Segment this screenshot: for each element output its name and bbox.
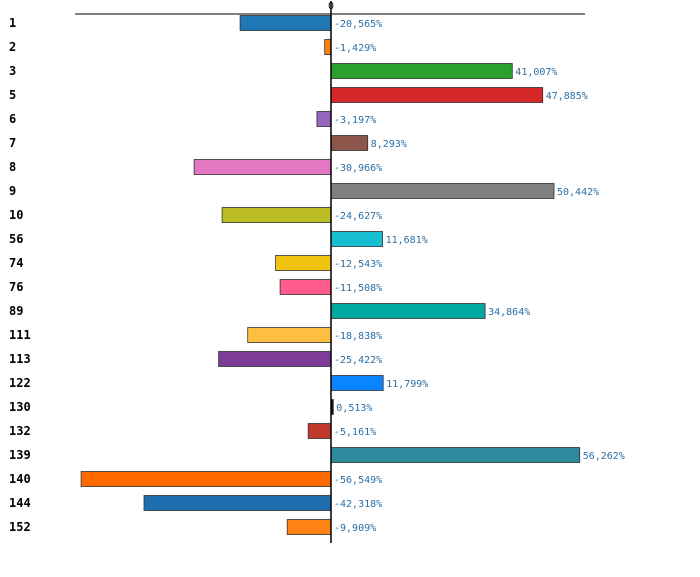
value-label-74: -12,543% <box>334 259 382 270</box>
category-label-74: 74 <box>9 256 23 270</box>
value-label-140: -56,549% <box>334 475 382 486</box>
value-labels: -20,565% -1,429% 41,007% 47,885% -3,197% 8,29… <box>334 19 625 534</box>
value-label-10: -24,627% <box>334 211 382 222</box>
bar-1 <box>239 15 332 31</box>
value-label-5: 47,885% <box>546 91 588 102</box>
category-label-2: 2 <box>9 40 16 54</box>
category-label-122: 122 <box>9 376 31 390</box>
category-labels: 1235678910567476891111131221301321391401… <box>9 16 31 534</box>
bar-74 <box>275 255 332 271</box>
bar-140 <box>80 471 332 487</box>
category-label-7: 7 <box>9 136 16 150</box>
value-label-1: -20,565% <box>334 19 382 30</box>
bar-152 <box>286 519 332 535</box>
bar-3 <box>330 63 513 79</box>
bar-5 <box>330 87 544 103</box>
category-label-144: 144 <box>9 496 31 510</box>
bar-8 <box>193 159 332 175</box>
bar-111 <box>247 327 332 343</box>
category-label-3: 3 <box>9 64 16 78</box>
value-label-56: 11,681% <box>386 235 428 246</box>
category-label-111: 111 <box>9 328 31 342</box>
category-label-9: 9 <box>9 184 16 198</box>
category-label-8: 8 <box>9 160 16 174</box>
category-label-1: 1 <box>9 16 16 30</box>
value-label-3: 41,007% <box>515 67 557 78</box>
category-label-140: 140 <box>9 472 31 486</box>
category-label-130: 130 <box>9 400 31 414</box>
bar-144 <box>143 495 332 511</box>
category-label-10: 10 <box>9 208 23 222</box>
bar-89 <box>330 303 486 319</box>
value-label-8: -30,966% <box>334 163 382 174</box>
value-label-111: -18,838% <box>334 331 382 342</box>
bar-113 <box>218 351 332 367</box>
bar-132 <box>307 423 332 439</box>
value-label-152: -9,909% <box>334 523 376 534</box>
category-label-113: 113 <box>9 352 31 366</box>
bar-122 <box>330 375 384 391</box>
value-label-76: -11,508% <box>334 283 382 294</box>
value-label-2: -1,429% <box>334 43 376 54</box>
value-label-113: -25,422% <box>334 355 382 366</box>
category-label-5: 5 <box>9 88 16 102</box>
value-label-7: 8,293% <box>371 139 407 150</box>
category-label-139: 139 <box>9 448 31 462</box>
bar-6 <box>316 111 332 127</box>
category-label-76: 76 <box>9 280 23 294</box>
value-label-89: 34,864% <box>488 307 530 318</box>
value-label-9: 50,442% <box>557 187 599 198</box>
category-label-56: 56 <box>9 232 23 246</box>
value-label-6: -3,197% <box>334 115 376 126</box>
category-label-89: 89 <box>9 304 23 318</box>
bar-7 <box>330 135 369 151</box>
bar-56 <box>330 231 383 247</box>
category-label-152: 152 <box>9 520 31 534</box>
category-label-132: 132 <box>9 424 31 438</box>
bar-76 <box>279 279 332 295</box>
bar-139 <box>330 447 581 463</box>
bar-9 <box>330 183 555 199</box>
value-label-144: -42,318% <box>334 499 382 510</box>
bar-10 <box>221 207 332 223</box>
bar-2 <box>324 39 332 55</box>
value-label-122: 11,799% <box>386 379 428 390</box>
value-label-130: 0,513% <box>336 403 372 414</box>
value-label-132: -5,161% <box>334 427 376 438</box>
value-label-139: 56,262% <box>583 451 625 462</box>
category-label-6: 6 <box>9 112 16 126</box>
